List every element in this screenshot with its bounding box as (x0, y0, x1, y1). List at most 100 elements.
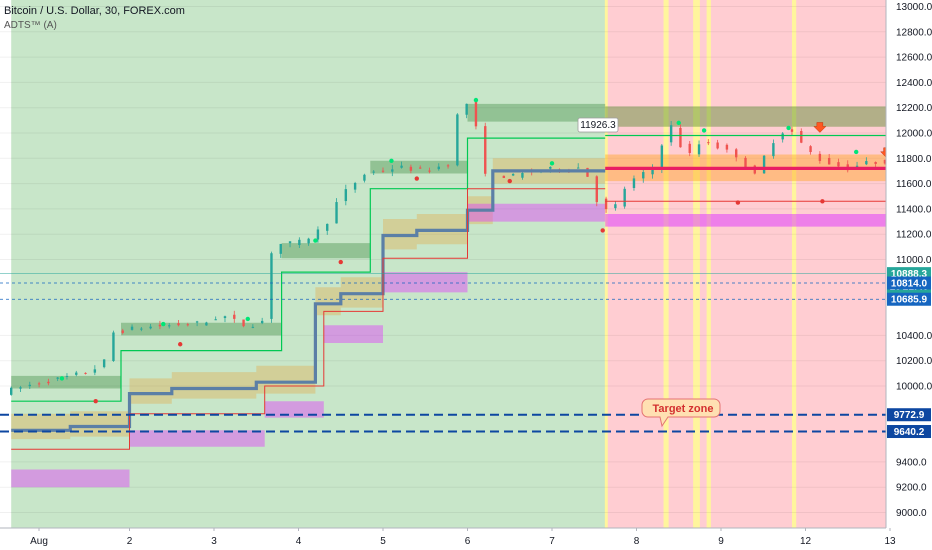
signal-up-dot (161, 321, 166, 327)
candle-body (93, 369, 97, 373)
candle-body (121, 330, 124, 333)
candle-body (19, 387, 22, 389)
x-tick-label: 4 (296, 536, 302, 547)
bear-low-band (605, 214, 932, 227)
candle-body (428, 170, 431, 172)
candle-body (614, 204, 617, 209)
candle-body (456, 114, 459, 166)
candle-body (679, 127, 682, 148)
y-tick-label: 11800.0 (896, 154, 932, 165)
candle-body (642, 172, 645, 179)
candle-body (168, 325, 171, 327)
candle-body (363, 174, 366, 181)
candle-body (595, 176, 598, 203)
signal-up-dot (786, 125, 791, 131)
regime-flash (663, 0, 669, 528)
regime-flash (791, 0, 797, 528)
signal-down-dot (338, 259, 343, 265)
signal-up-dot (701, 128, 707, 133)
candle-body (697, 144, 701, 155)
signal-up-dot (389, 158, 394, 164)
signal-up-dot (59, 376, 65, 381)
candle-body (326, 223, 329, 231)
candle-body (660, 145, 664, 170)
signal-up-dot (313, 238, 318, 243)
symbol-title[interactable]: Bitcoin / U.S. Dollar, 30, FOREX.com (4, 5, 185, 17)
candle-body (502, 175, 506, 178)
signal-up-dot (549, 161, 555, 166)
candle-body (372, 171, 375, 173)
candle-body (56, 377, 59, 379)
candle-body (744, 157, 747, 169)
x-tick-label: 7 (549, 536, 555, 547)
candle-body (270, 253, 273, 319)
candle-body (205, 322, 208, 326)
x-tick-label: Aug (30, 536, 48, 547)
y-tick-label: 10000.0 (896, 382, 932, 393)
candle-body (465, 103, 468, 115)
candle-body (102, 359, 106, 368)
regime-bear (605, 0, 932, 528)
indicator-title[interactable]: ADTS™ (A) (4, 20, 57, 31)
candle-body (307, 238, 310, 244)
price-tag-target (887, 408, 931, 422)
price-tag-target (887, 425, 931, 439)
candle-body (335, 202, 338, 224)
bull-low-band (11, 203, 606, 488)
candle-body (223, 316, 227, 319)
x-tick-label: 12 (800, 536, 812, 547)
bear-lower-line (605, 200, 932, 202)
signal-up-dot (473, 97, 479, 103)
candle-body (437, 166, 440, 170)
candle-body (65, 375, 69, 377)
signal-down-dot (820, 199, 825, 204)
candle-body (112, 332, 115, 362)
candle-body (707, 142, 710, 144)
bear-upper-line (605, 134, 932, 137)
peak-callout: 11926.3 (577, 117, 619, 133)
candle-body (716, 142, 719, 149)
candle-body (409, 166, 413, 171)
y-tick-label: 13000.0 (896, 2, 932, 13)
candle-body (316, 229, 320, 240)
signal-down-dot (414, 176, 419, 181)
x-tick-label: 13 (884, 536, 896, 547)
candle-body (47, 381, 50, 384)
time-axis[interactable]: Aug2345678912131415 (0, 527, 932, 550)
candle-body (549, 166, 552, 169)
price-tag-label: 10685.9 (891, 295, 928, 306)
x-tick-label: 3 (211, 536, 217, 547)
candle-body (874, 161, 877, 164)
bear-top-band (605, 106, 932, 127)
signal-up-dot (676, 120, 681, 126)
y-tick-label: 12400.0 (896, 78, 932, 89)
candle-body (669, 125, 673, 143)
candle-body (651, 168, 654, 175)
candle-body (381, 170, 385, 172)
candle-body (790, 129, 794, 132)
y-tick-label: 11200.0 (896, 230, 932, 241)
candle-body (298, 239, 301, 246)
candle-body (353, 182, 357, 190)
bull-mid-band (11, 158, 606, 440)
candle-body (149, 326, 152, 329)
candle-body (186, 324, 190, 326)
candle-body (418, 167, 422, 169)
x-tick-label: 2 (127, 536, 133, 547)
candle-body (251, 326, 255, 328)
candle-body (623, 188, 626, 207)
bull-lower-line (11, 188, 606, 450)
x-tick-label: 9 (718, 536, 724, 547)
signal-up-dot (245, 316, 250, 322)
candle-body (827, 157, 831, 165)
candle-body (214, 319, 217, 321)
candle-body (177, 323, 180, 326)
candle-body (140, 328, 143, 330)
price-tag-label: 9640.2 (894, 427, 925, 438)
candle-body (474, 101, 478, 127)
candle-body (883, 159, 887, 164)
regime-flash (693, 0, 700, 528)
regime-background (11, 0, 932, 528)
price-tags: 10888.310 21:4010814.010685.99772.99640.… (887, 267, 931, 439)
